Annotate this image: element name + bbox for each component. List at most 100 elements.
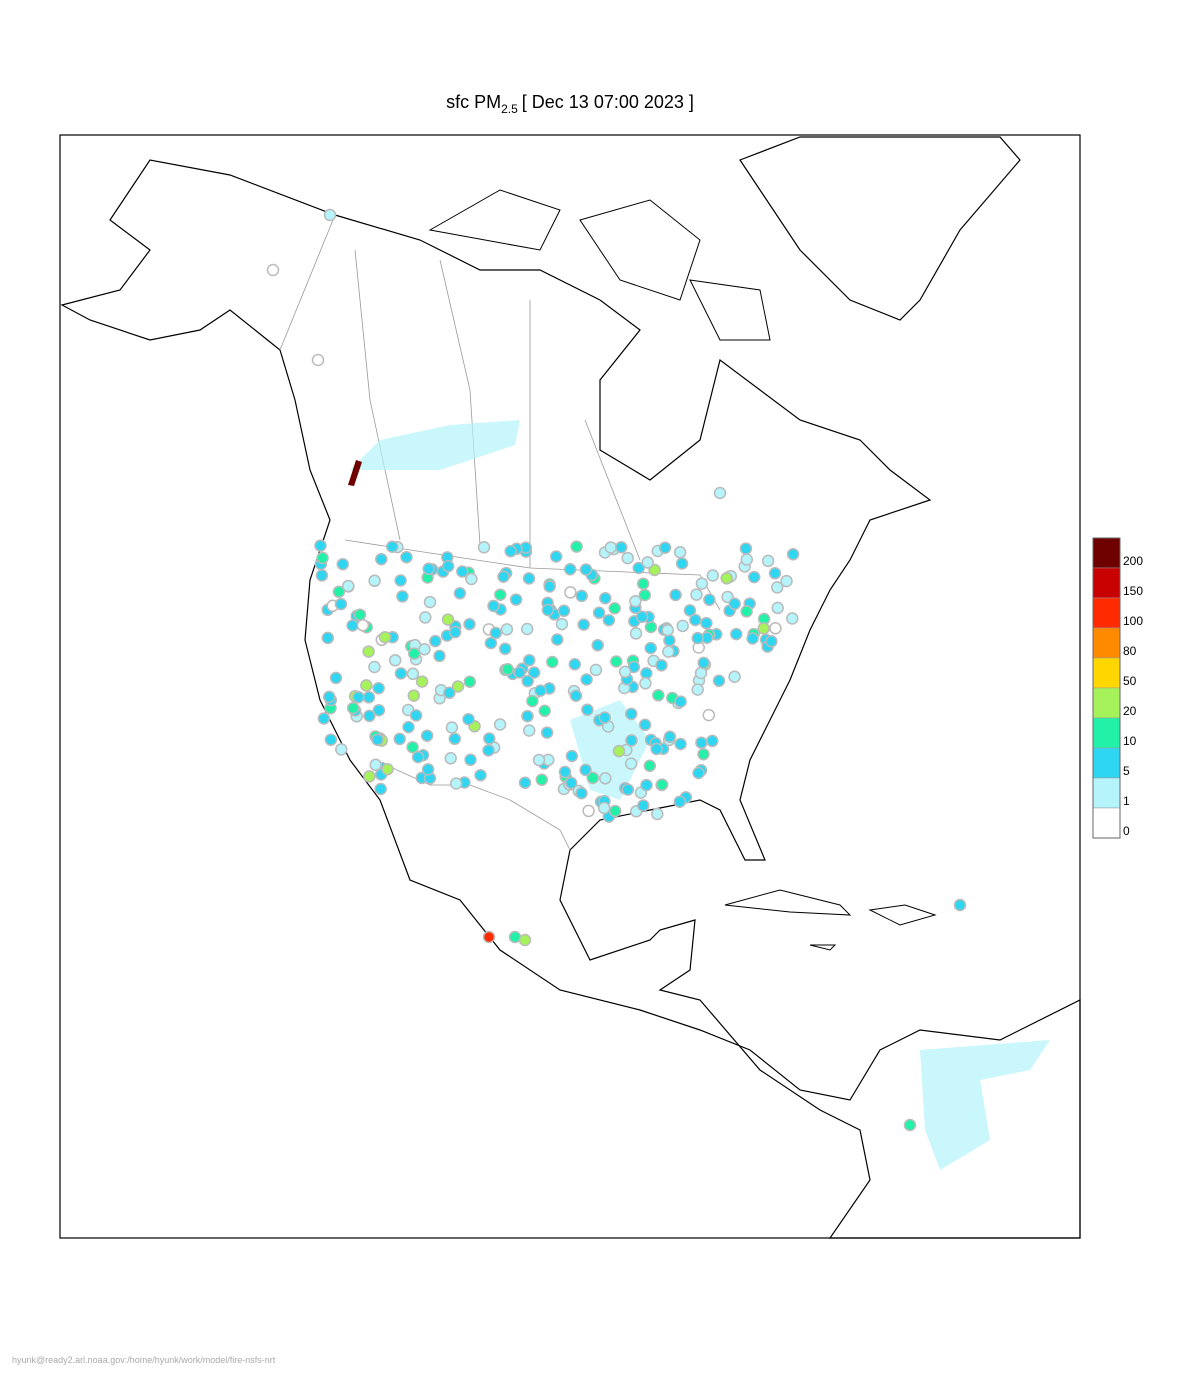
station-marker	[695, 577, 709, 590]
station-marker	[546, 655, 559, 669]
station-marker	[322, 690, 336, 704]
map-frame	[59, 134, 1081, 1239]
station-marker	[420, 729, 434, 742]
legend-swatch	[1092, 657, 1121, 689]
station-marker	[570, 540, 583, 553]
station-marker	[323, 208, 337, 222]
station-marker	[463, 617, 476, 631]
station-marker	[690, 588, 703, 601]
station-marker	[639, 677, 652, 690]
legend-swatch	[1092, 807, 1121, 839]
station-marker	[598, 711, 611, 724]
station-marker	[621, 783, 635, 796]
station-marker	[739, 542, 753, 555]
station-marker	[394, 574, 407, 587]
station-marker	[612, 744, 626, 758]
station-marker	[625, 734, 638, 747]
station-marker	[586, 771, 600, 785]
station-marker	[334, 597, 348, 611]
legend-label: 50	[1123, 674, 1137, 688]
station-marker	[728, 670, 741, 683]
station-marker	[360, 679, 373, 692]
station-marker	[565, 749, 579, 763]
station-marker	[728, 597, 741, 611]
station-marker	[702, 708, 716, 722]
station-marker	[597, 801, 611, 815]
station-marker	[352, 690, 365, 704]
station-marker	[433, 649, 446, 663]
station-marker	[498, 642, 512, 656]
station-marker	[421, 763, 435, 776]
station-marker	[371, 733, 384, 746]
station-marker	[429, 634, 442, 648]
station-marker	[527, 666, 541, 679]
station-marker	[746, 632, 759, 645]
station-marker	[712, 674, 726, 688]
station-marker	[335, 743, 348, 756]
station-marker	[770, 581, 784, 594]
station-marker	[501, 663, 514, 676]
station-marker	[591, 638, 604, 652]
station-marker	[640, 778, 653, 792]
legend-swatch	[1092, 687, 1121, 719]
station-marker	[564, 586, 577, 599]
legend-label: 20	[1123, 704, 1137, 718]
station-marker	[674, 695, 687, 708]
station-marker	[641, 556, 654, 569]
map-title: sfc PM2.5 [ Dec 13 07:00 2023 ]	[446, 92, 694, 116]
title-subscript: 2.5	[501, 102, 518, 116]
station-marker	[448, 732, 462, 746]
station-marker	[676, 619, 689, 633]
station-marker	[643, 759, 657, 773]
station-marker	[768, 567, 782, 580]
station-marker	[526, 694, 539, 708]
station-marker	[522, 724, 536, 737]
station-marker	[504, 544, 517, 558]
station-marker	[674, 737, 687, 751]
station-marker	[629, 627, 643, 640]
station-marker	[669, 588, 682, 602]
station-marker	[608, 602, 621, 615]
station-marker	[372, 681, 385, 695]
station-marker	[518, 933, 532, 947]
greenland	[739, 136, 1021, 321]
station-marker	[694, 666, 708, 680]
title-text: [ Dec 13 07:00 2023 ]	[522, 92, 694, 112]
station-marker	[422, 562, 435, 576]
station-marker	[493, 718, 507, 731]
station-marker	[637, 799, 650, 812]
station-marker	[494, 588, 507, 601]
station-marker	[406, 667, 420, 681]
station-marker	[521, 674, 534, 688]
station-marker	[706, 734, 719, 748]
station-marker	[362, 645, 375, 658]
station-marker	[636, 577, 650, 590]
arctic-islands	[428, 189, 771, 341]
station-marker	[761, 554, 775, 568]
station-marker	[903, 1118, 917, 1132]
station-marker	[663, 730, 677, 744]
legend-label: 150	[1123, 584, 1143, 598]
station-marker	[540, 726, 554, 739]
station-marker	[463, 675, 477, 688]
station-marker	[409, 709, 423, 722]
station-marker	[464, 753, 477, 767]
station-marker	[374, 782, 387, 796]
station-marker	[411, 750, 425, 764]
station-marker	[689, 613, 702, 627]
station-marker	[625, 707, 638, 721]
station-marker	[564, 776, 578, 790]
station-marker	[703, 593, 716, 607]
station-marker	[500, 623, 514, 636]
station-marker	[443, 686, 456, 700]
station-marker	[538, 704, 551, 718]
station-marker	[675, 557, 689, 570]
station-marker	[589, 663, 603, 677]
station-marker	[400, 550, 413, 564]
station-marker	[482, 744, 495, 757]
station-marker	[535, 773, 549, 786]
station-marker	[388, 654, 402, 667]
legend-swatch	[1092, 627, 1121, 659]
station-marker	[575, 786, 588, 800]
